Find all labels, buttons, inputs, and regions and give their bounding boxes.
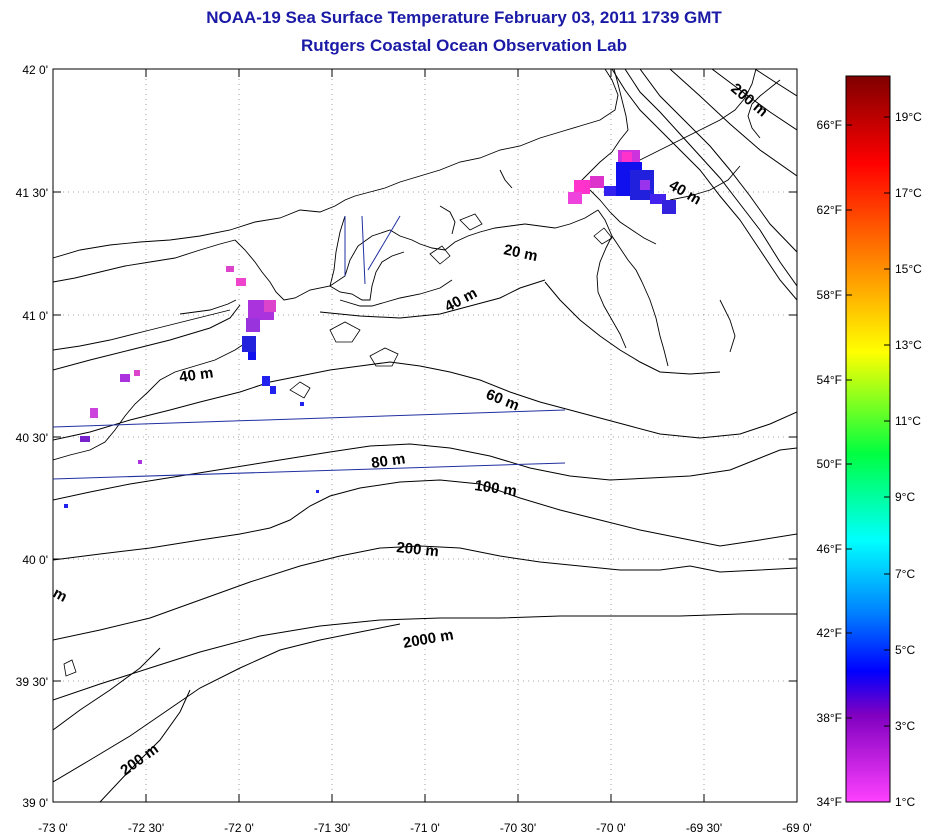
coastline xyxy=(53,69,781,461)
colorbar-f-label: 54°F xyxy=(817,373,842,387)
depth-label-40-west: 40 m xyxy=(178,364,214,386)
figure-subtitle: Rutgers Coastal Ocean Observation Lab xyxy=(301,36,627,55)
lon-label: -71 0' xyxy=(410,821,440,835)
lat-label: 39 30' xyxy=(16,675,48,689)
lat-label: 41 0' xyxy=(22,309,48,323)
lat-label: 40 0' xyxy=(22,553,48,567)
lon-label: -73 0' xyxy=(38,821,68,835)
lon-label: -72 30' xyxy=(128,821,164,835)
lon-label: -70 30' xyxy=(500,821,536,835)
lon-label: -69 0' xyxy=(782,821,812,835)
colorbar-f-label: 62°F xyxy=(817,203,842,217)
depth-label-80: 80 m xyxy=(370,450,406,472)
colorbar-f-label: 66°F xyxy=(817,118,842,132)
colorbar-c-label: 11°C xyxy=(895,414,921,428)
colorbar-f-label: 38°F xyxy=(817,711,842,725)
depth-label-20: 20 m xyxy=(502,241,539,265)
depth-label-200: 200 m xyxy=(396,539,440,560)
figure-title: NOAA-19 Sea Surface Temperature February… xyxy=(206,8,722,27)
colorbar xyxy=(845,75,891,803)
colorbar-c-label: 1°C xyxy=(895,795,915,809)
latitude-labels: 42 0' 41 30' 41 0' 40 30' 40 0' 39 30' 3… xyxy=(16,63,48,810)
lat-label: 40 30' xyxy=(16,431,48,445)
colorbar-c-label: 3°C xyxy=(895,719,915,733)
depth-label-100: 100 m xyxy=(473,477,517,500)
lon-label: -70 0' xyxy=(596,821,626,835)
colorbar-c-label: 17°C xyxy=(895,186,922,200)
colorbar-c-label: 19°C xyxy=(895,110,922,124)
colorbar-f-label: 58°F xyxy=(817,288,842,302)
satellite-tracks xyxy=(53,215,566,480)
colorbar-f-label: 50°F xyxy=(817,457,842,471)
colorbar-c-label: 15°C xyxy=(895,262,922,276)
lon-label: -69 30' xyxy=(686,821,722,835)
colorbar-f-label: 46°F xyxy=(817,542,842,556)
longitude-labels: -73 0' -72 30' -72 0' -71 30' -71 0' -70… xyxy=(38,821,812,835)
colorbar-c-label: 13°C xyxy=(895,338,922,352)
colorbar-c-label: 7°C xyxy=(895,567,915,581)
map-frame xyxy=(52,68,798,803)
axis-ticks xyxy=(52,68,798,802)
bathymetry-contours xyxy=(53,69,797,802)
lon-label: -72 0' xyxy=(224,821,254,835)
sst-pixels xyxy=(64,150,676,508)
lat-label: 42 0' xyxy=(22,63,48,77)
graticule xyxy=(53,69,797,802)
colorbar-ticks xyxy=(846,116,890,727)
colorbar-f-label: 34°F xyxy=(817,795,842,809)
lat-label: 41 30' xyxy=(16,186,48,200)
colorbar-f-label: 42°F xyxy=(817,626,842,640)
fahrenheit-labels: 66°F 62°F 58°F 54°F 50°F 46°F 42°F 38°F … xyxy=(817,118,842,809)
celsius-labels: 19°C 17°C 15°C 13°C 11°C 9°C 7°C 5°C 3°C… xyxy=(895,110,922,809)
colorbar-c-label: 9°C xyxy=(895,490,915,504)
lat-label: 39 0' xyxy=(22,796,48,810)
lon-label: -71 30' xyxy=(314,821,350,835)
colorbar-c-label: 5°C xyxy=(895,643,915,657)
